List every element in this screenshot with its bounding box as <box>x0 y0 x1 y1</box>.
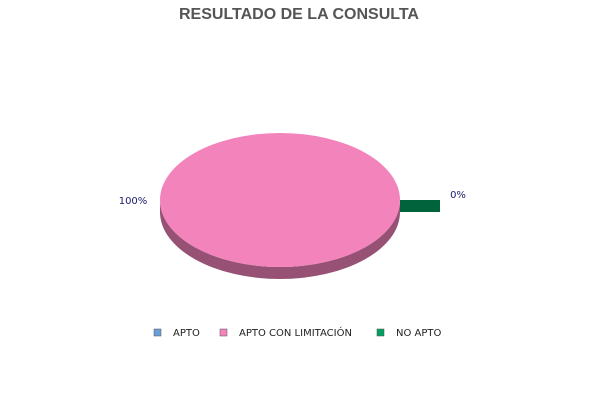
data-label: 0% <box>450 190 466 201</box>
legend-label: APTO <box>173 328 200 339</box>
legend-label: APTO CON LIMITACIÓN <box>239 326 352 339</box>
legend-swatch <box>219 328 228 337</box>
slice-side <box>160 200 400 279</box>
slice-sliver <box>400 200 440 212</box>
legend-label: NO APTO <box>396 328 442 339</box>
legend-swatch <box>153 328 162 337</box>
chart-title: RESULTADO DE LA CONSULTA <box>179 6 419 23</box>
data-label: 100% <box>119 196 148 207</box>
slice <box>160 133 400 267</box>
legend-swatch <box>376 328 385 337</box>
